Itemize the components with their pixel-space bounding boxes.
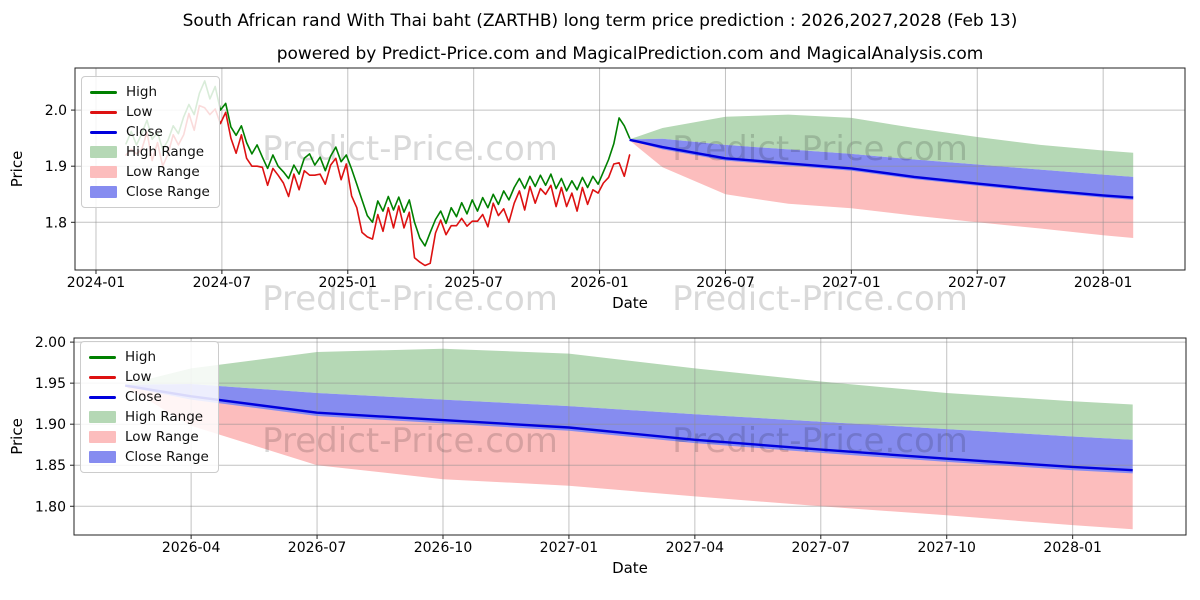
y-tick-label: 1.9 [45, 159, 67, 175]
legend-item-low: Low [90, 102, 210, 122]
legend-item-close: Close [90, 122, 210, 142]
figure-title: South African rand With Thai baht (ZARTH… [182, 11, 1018, 31]
y-tick-label: 2.00 [35, 335, 66, 351]
clipped-plot-content: Predict-Price.com Predict-Price.com [262, 114, 1134, 238]
legend-item-high-range: High Range [90, 142, 210, 162]
x-tick-label: 2025-07 [444, 275, 503, 291]
x-tick-label: 2024-07 [193, 275, 252, 291]
legend-swatch-high [90, 90, 117, 94]
legend-item-high-range: High Range [89, 407, 209, 427]
legend-swatch-low [89, 375, 116, 379]
y-tick-label: 1.8 [45, 215, 67, 231]
legend-top-chart: High Low Close High Range Low Range Close Ran… [81, 76, 220, 208]
legend-item-low: Low [89, 367, 209, 387]
legend-swatch-close-range [89, 451, 116, 463]
legend-swatch-close-range [90, 186, 117, 198]
y-tick-label: 1.85 [35, 458, 66, 474]
plot-border [73, 337, 1187, 536]
legend-label-high-range: High Range [126, 144, 205, 160]
legend-item-close-range: Close Range [89, 447, 209, 467]
y-axis-label: Price [8, 418, 26, 455]
watermark-text: Predict-Price.com [262, 129, 558, 169]
x-axis-label: Date [612, 294, 648, 312]
x-tick-label: 2027-07 [948, 275, 1007, 291]
plot-border [74, 67, 1186, 271]
x-tick-label: 2026-04 [162, 540, 221, 556]
x-tick-label: 2026-07 [696, 275, 755, 291]
legend-item-close: Close [89, 387, 209, 407]
x-tick-label: 2027-07 [792, 540, 851, 556]
close-range-band [629, 138, 1134, 200]
legend-label-low: Low [126, 104, 153, 120]
legend-label-low-range: Low Range [125, 429, 199, 445]
watermark-text: Predict-Price.com [672, 129, 968, 169]
legend-label-low: Low [125, 369, 152, 385]
low-range-band [125, 385, 1133, 530]
x-axis-label: Date [612, 559, 648, 577]
x-tick-label: 2024-01 [67, 275, 126, 291]
y-tick-label: 1.90 [35, 417, 66, 433]
legend-swatch-close [90, 130, 117, 134]
legend-label-high-range: High Range [125, 409, 204, 425]
watermark-text: Predict-Price.com [262, 421, 558, 461]
legend-item-close-range: Close Range [90, 182, 210, 202]
x-tick-label: 2027-04 [666, 540, 725, 556]
figure-subtitle: powered by Predict-Price.com and Magical… [276, 44, 984, 64]
high-range-band [125, 348, 1133, 440]
legend-bottom-chart: High Low Close High Range Low Range Close Ran… [80, 341, 219, 473]
x-tick-label: 2026-07 [288, 540, 347, 556]
x-tick-label: 2027-01 [822, 275, 881, 291]
legend-item-high: High [90, 82, 210, 102]
prediction-zoom-chart: Predict-Price.comPredict-Price.comPredic… [8, 335, 1187, 577]
y-tick-label: 2.0 [45, 103, 67, 119]
legend-label-high: High [125, 349, 157, 365]
legend-swatch-high-range [89, 411, 116, 423]
legend-label-close: Close [125, 389, 162, 405]
x-tick-label: 2026-01 [570, 275, 629, 291]
x-tick-label: 2026-10 [414, 540, 473, 556]
legend-item-high: High [89, 347, 209, 367]
legend-swatch-high-range [90, 146, 117, 158]
low-range-band [629, 139, 1134, 238]
legend-swatch-high [89, 355, 116, 359]
x-tick-label: 2025-01 [319, 275, 378, 291]
legend-item-low-range: Low Range [90, 162, 210, 182]
legend-swatch-low-range [90, 166, 117, 178]
legend-label-close: Close [126, 124, 163, 140]
legend-item-low-range: Low Range [89, 427, 209, 447]
legend-swatch-low [90, 110, 117, 114]
high-range-band [629, 114, 1134, 177]
legend-label-close-range: Close Range [126, 184, 210, 200]
y-tick-label: 1.80 [35, 499, 66, 515]
x-tick-label: 2027-01 [540, 540, 599, 556]
close-line [629, 138, 1134, 199]
x-tick-label: 2028-01 [1043, 540, 1102, 556]
close-range-band [125, 384, 1133, 474]
x-tick-label: 2027-10 [917, 540, 976, 556]
legend-label-low-range: Low Range [126, 164, 200, 180]
close-line [125, 384, 1133, 472]
legend-swatch-low-range [89, 431, 116, 443]
legend-label-high: High [126, 84, 158, 100]
legend-label-close-range: Close Range [125, 449, 209, 465]
x-tick-label: 2028-01 [1074, 275, 1133, 291]
legend-swatch-close [89, 395, 116, 399]
y-axis-label: Price [8, 151, 26, 188]
y-tick-label: 1.95 [35, 376, 66, 392]
